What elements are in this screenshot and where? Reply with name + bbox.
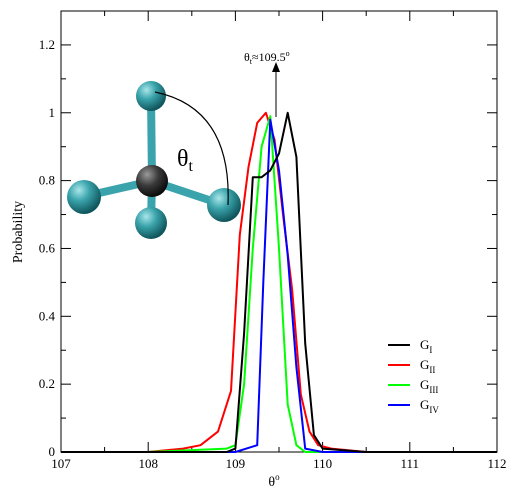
bond-angle-label: θt [177,146,194,175]
y-tick-label: 0.6 [39,240,56,255]
atom-center [136,165,168,197]
legend: GI GII GIII GIV [388,337,439,415]
x-tick-label: 110 [313,456,332,471]
tetrahedral-molecule-illustration: θt [67,81,241,239]
series-line-g-ii [61,111,497,453]
annotation-arrowhead [272,62,280,72]
y-tick-label: 1.2 [39,37,55,52]
peak-annotation: θt≈109.5o [244,49,290,117]
legend-label: GIII [420,377,438,395]
legend-label: GII [420,357,435,375]
x-tick-label: 109 [226,456,246,471]
atom-bottom [135,207,167,239]
legend-label: GIV [420,397,439,415]
y-tick-label: 0.2 [39,376,55,391]
series-line-g-iii [61,115,497,453]
atom-top [136,81,166,111]
bond-angle-arc [154,91,229,206]
x-tick-label: 112 [487,456,506,471]
y-tick-label: 1 [49,105,56,120]
svg-text:θo: θo [268,472,280,488]
x-tick-label: 107 [51,456,71,471]
x-axis-label: θo [268,472,280,490]
x-tick-label: 111 [401,456,420,471]
atom-left [67,180,101,214]
data-series [61,111,497,453]
series-line-g-i [61,111,497,453]
annotation-text: θt≈109.5o [244,49,290,66]
y-tick-label: 0 [49,444,56,459]
legend-label: GI [420,337,432,355]
series-line-g-iv [61,118,497,453]
axis-tick-labels: 107 108 109 110 111 112 0 0.2 0.4 0.6 0.8 1 1.2 [39,37,507,471]
atom-right [207,188,241,222]
y-tick-label: 0.8 [39,173,55,188]
y-axis-label: Probability [11,201,26,263]
y-tick-label: 0.4 [39,308,56,323]
x-tick-label: 108 [138,456,158,471]
